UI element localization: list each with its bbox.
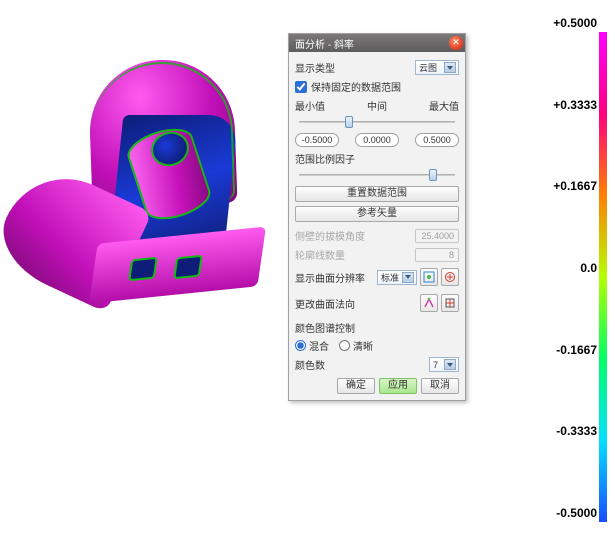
- draft-angle-label: 侧壁的拔模角度: [295, 228, 365, 243]
- normal-tool-icon-2[interactable]: [441, 294, 459, 312]
- model-body: [35, 60, 265, 310]
- chevron-down-icon: [402, 272, 414, 283]
- display-type-select[interactable]: 云图: [415, 60, 459, 75]
- slider-thumb[interactable]: [345, 116, 353, 128]
- color-legend-labels: +0.5000+0.3333+0.16670.0-0.1667-0.3333-0…: [542, 22, 597, 528]
- keep-fixed-range-label: 保持固定的数据范围: [311, 79, 401, 94]
- contour-count-value: 8: [415, 248, 459, 262]
- color-legend-bar: [599, 32, 607, 522]
- resolution-tool-icon-1[interactable]: [420, 268, 438, 286]
- surface-analysis-dialog: 面分析 - 斜率 ✕ 显示类型 云图 保持固定的数据范围 最小值 中间 最大值 …: [288, 33, 466, 401]
- ok-button[interactable]: 确定: [337, 378, 375, 394]
- slider-thumb[interactable]: [429, 169, 437, 181]
- legend-label: -0.1667: [556, 343, 597, 357]
- cancel-button[interactable]: 取消: [421, 378, 459, 394]
- resolution-tool-icon-2[interactable]: [441, 268, 459, 286]
- radio-blend[interactable]: 混合: [295, 338, 329, 353]
- display-resolution-value: 标准: [381, 271, 399, 284]
- reset-range-button[interactable]: 重置数据范围: [295, 186, 459, 202]
- legend-label: -0.5000: [556, 506, 597, 520]
- radio-sharp[interactable]: 清晰: [339, 338, 373, 353]
- color-count-select[interactable]: 7: [429, 357, 459, 372]
- reference-vector-button[interactable]: 参考矢量: [295, 206, 459, 222]
- range-slider-1[interactable]: [295, 115, 459, 129]
- min-label: 最小值: [295, 98, 325, 113]
- mid-value-input[interactable]: 0.0000: [355, 133, 399, 147]
- legend-label: +0.1667: [553, 179, 597, 193]
- dialog-title: 面分析 - 斜率: [295, 36, 449, 51]
- keep-fixed-range-input[interactable]: [295, 81, 307, 93]
- draft-angle-value: 25.4000: [415, 229, 459, 243]
- display-type-value: 云图: [419, 61, 437, 74]
- model-viewport[interactable]: [0, 0, 288, 380]
- change-normal-label: 更改曲面法向: [295, 296, 355, 311]
- apply-button[interactable]: 应用: [379, 378, 417, 394]
- legend-label: -0.3333: [556, 424, 597, 438]
- range-slider-2[interactable]: [295, 168, 459, 182]
- radio-sharp-input[interactable]: [339, 340, 350, 351]
- display-resolution-select[interactable]: 标准: [377, 270, 417, 285]
- close-icon[interactable]: ✕: [449, 36, 463, 50]
- max-value-input[interactable]: 0.5000: [415, 133, 459, 147]
- display-type-label: 显示类型: [295, 60, 335, 75]
- legend-label: +0.3333: [553, 98, 597, 112]
- min-value-input[interactable]: -0.5000: [295, 133, 339, 147]
- radio-blend-input[interactable]: [295, 340, 306, 351]
- normal-tool-icon-1[interactable]: [420, 294, 438, 312]
- color-count-label: 颜色数: [295, 357, 325, 372]
- legend-label: 0.0: [580, 261, 597, 275]
- max-label: 最大值: [429, 98, 459, 113]
- dialog-titlebar[interactable]: 面分析 - 斜率 ✕: [289, 34, 465, 52]
- color-count-value: 7: [433, 360, 438, 370]
- mid-label: 中间: [367, 98, 387, 113]
- display-resolution-label: 显示曲面分辨率: [295, 270, 365, 285]
- keep-fixed-range-checkbox[interactable]: 保持固定的数据范围: [295, 79, 459, 94]
- chevron-down-icon: [444, 62, 456, 73]
- contour-count-label: 轮廓线数量: [295, 247, 345, 262]
- color-control-label: 颜色图谱控制: [295, 320, 355, 335]
- chevron-down-icon: [444, 359, 456, 370]
- range-factor-label: 范围比例因子: [295, 151, 355, 166]
- legend-label: +0.5000: [553, 16, 597, 30]
